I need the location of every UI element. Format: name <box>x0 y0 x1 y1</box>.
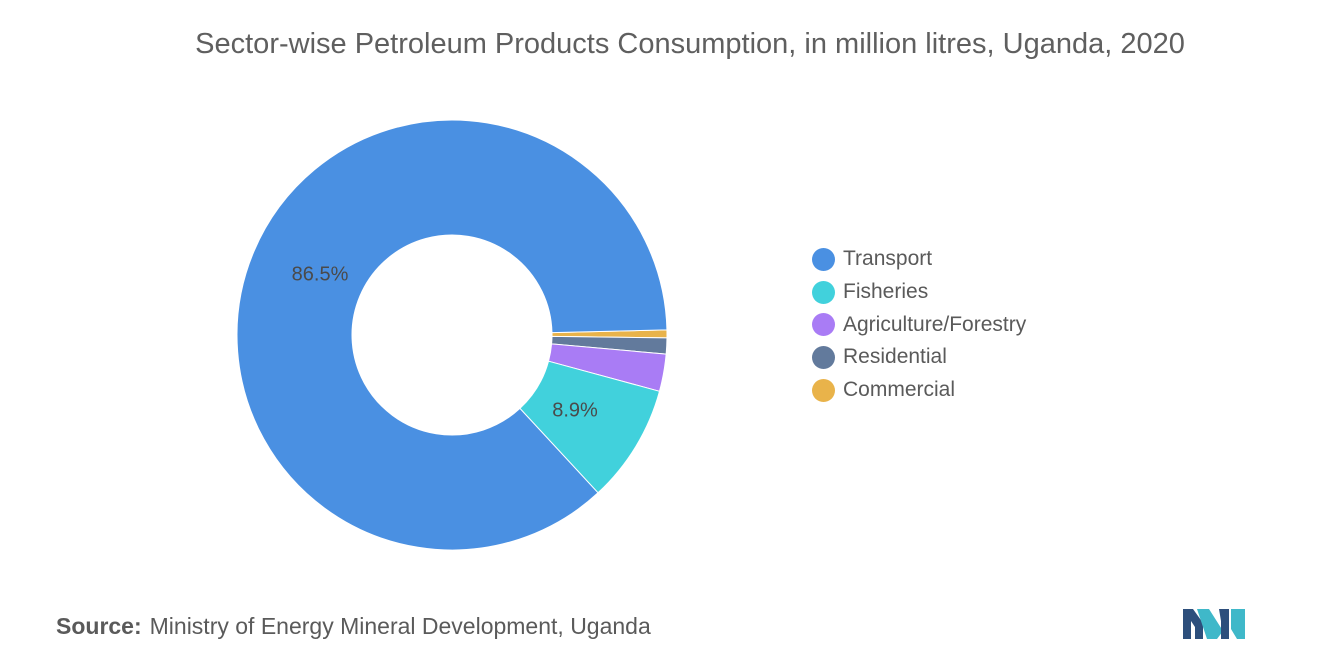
legend-swatch <box>812 378 835 402</box>
slice-transport <box>236 119 668 551</box>
legend-label: Commercial <box>843 378 956 402</box>
legend-item-fisheries[interactable]: Fisheries <box>812 276 1026 309</box>
legend-swatch <box>812 313 835 337</box>
chart-legend: Transport Fisheries Agriculture/Forestry Re… <box>812 243 1026 406</box>
source-note: Source: Ministry of Energy Mineral Develo… <box>56 613 651 640</box>
data-label-transport: 86.5% <box>292 263 349 285</box>
chart-title: Sector-wise Petroleum Products Consumpti… <box>195 28 1185 60</box>
legend-label: Transport <box>843 247 933 271</box>
mordor-intelligence-logo-icon <box>1183 609 1245 639</box>
legend-label: Residential <box>843 345 947 369</box>
legend-label: Agriculture/Forestry <box>843 312 1027 336</box>
legend-swatch <box>812 345 835 369</box>
data-label-fisheries: 8.9% <box>552 399 598 421</box>
legend-item-transport[interactable]: Transport <box>812 243 1026 276</box>
legend-label: Fisheries <box>843 280 929 304</box>
legend-item-commercial[interactable]: Commercial <box>812 374 1026 407</box>
legend-swatch <box>812 247 835 271</box>
legend-item-residential[interactable]: Residential <box>812 341 1026 374</box>
source-label: Source: <box>56 613 142 639</box>
legend-swatch <box>812 280 835 304</box>
legend-item-agriculture-forestry[interactable]: Agriculture/Forestry <box>812 308 1026 341</box>
source-text: Ministry of Energy Mineral Development, … <box>149 613 651 639</box>
